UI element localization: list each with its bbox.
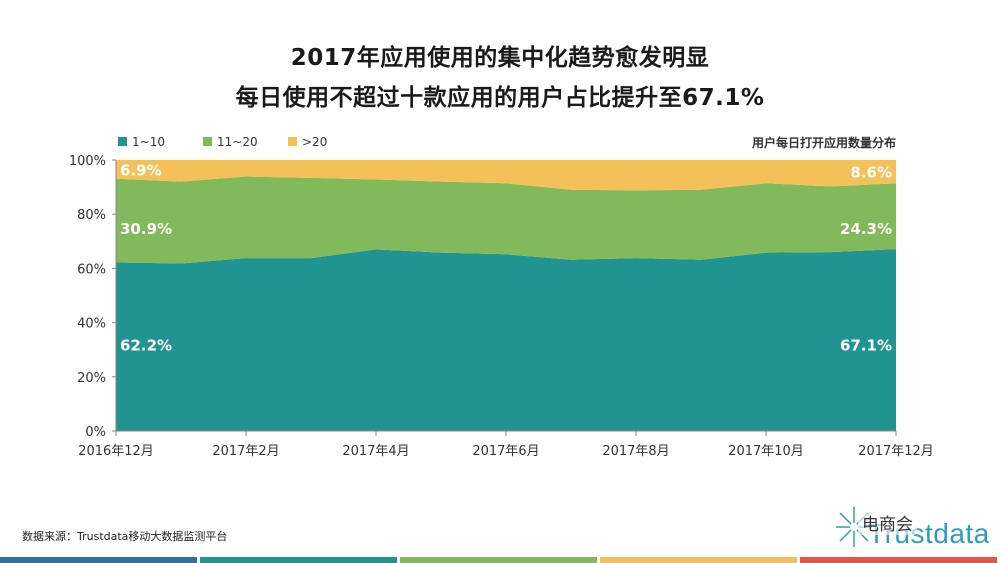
x-tick-label: 2017年2月 bbox=[212, 444, 279, 459]
legend-swatch-2 bbox=[288, 137, 297, 146]
data-label: 67.1% bbox=[840, 336, 892, 354]
area-series-2 bbox=[116, 160, 896, 191]
data-label: 24.3% bbox=[840, 220, 892, 238]
data-label: 30.9% bbox=[120, 220, 172, 238]
x-tick-label: 2017年8月 bbox=[602, 444, 669, 459]
footer-bar-segment bbox=[600, 557, 797, 563]
x-tick-label: 2017年6月 bbox=[472, 444, 539, 459]
x-tick-label: 2017年12月 bbox=[858, 444, 934, 459]
footer-bar-segment bbox=[400, 557, 597, 563]
page-title-line2: 每日使用不超过十款应用的用户占比提升至67.1% bbox=[235, 85, 765, 111]
legend-swatch-1 bbox=[203, 137, 212, 146]
legend-label-1: 11~20 bbox=[217, 135, 258, 149]
footer-bar-segment bbox=[800, 557, 997, 563]
data-label: 8.6% bbox=[850, 164, 892, 182]
wechat-watermark: 电商会 bbox=[858, 510, 917, 535]
y-tick-label: 60% bbox=[77, 262, 106, 277]
legend-label-0: 1~10 bbox=[132, 135, 165, 149]
x-tick-label: 2017年10月 bbox=[728, 444, 804, 459]
y-tick-label: 100% bbox=[69, 154, 106, 169]
data-source-note: 数据来源：Trustdata移动大数据监测平台 bbox=[22, 530, 228, 543]
area-series-1 bbox=[116, 176, 896, 264]
y-tick-label: 40% bbox=[77, 317, 106, 332]
legend-swatch-0 bbox=[118, 137, 127, 146]
data-label: 62.2% bbox=[120, 336, 172, 354]
footer-bar-segment bbox=[200, 557, 397, 563]
x-tick-label: 2017年4月 bbox=[342, 444, 409, 459]
page-title-line1: 2017年应用使用的集中化趋势愈发明显 bbox=[290, 45, 710, 71]
y-tick-label: 0% bbox=[85, 425, 106, 440]
y-tick-label: 20% bbox=[77, 371, 106, 386]
chart-subtitle: 用户每日打开应用数量分布 bbox=[751, 135, 896, 150]
area-series-0 bbox=[116, 249, 896, 431]
footer-bar-segment bbox=[0, 557, 197, 563]
data-label: 6.9% bbox=[120, 161, 162, 179]
x-tick-label: 2016年12月 bbox=[78, 444, 154, 459]
legend-label-2: >20 bbox=[302, 135, 327, 149]
y-tick-label: 80% bbox=[77, 208, 106, 223]
